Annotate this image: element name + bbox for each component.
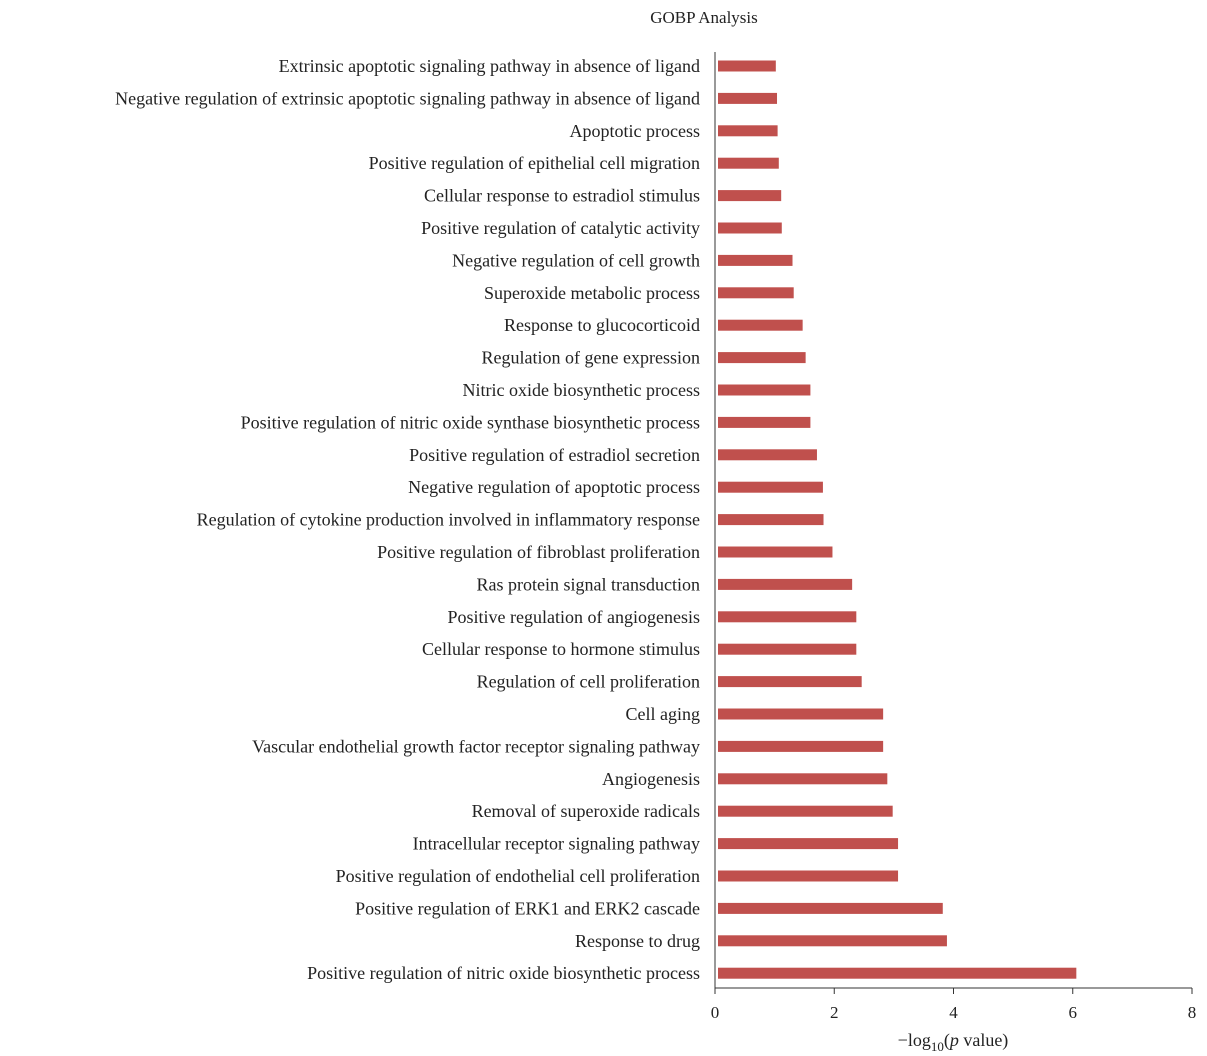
x-tick-label: 2: [830, 1003, 839, 1022]
category-label: Positive regulation of epithelial cell m…: [369, 153, 700, 173]
x-tick-label: 4: [949, 1003, 958, 1022]
bar: [718, 838, 899, 850]
bar: [718, 222, 782, 234]
bar: [718, 481, 823, 493]
bar: [718, 902, 943, 914]
bar: [718, 773, 888, 785]
bar: [718, 708, 884, 720]
bar: [718, 384, 811, 396]
x-tick-label: 6: [1069, 1003, 1078, 1022]
bar: [718, 935, 947, 947]
chart-title: GOBP Analysis: [650, 8, 758, 27]
bar: [718, 740, 884, 752]
bar: [718, 352, 806, 364]
category-label: Nitric oxide biosynthetic process: [463, 380, 700, 400]
bar: [718, 125, 778, 137]
bar: [718, 805, 893, 817]
category-label: Apoptotic process: [570, 121, 700, 141]
category-label: Cell aging: [626, 704, 701, 724]
bars: [718, 60, 1077, 979]
category-label: Positive regulation of nitric oxide bios…: [307, 963, 700, 983]
category-labels: Extrinsic apoptotic signaling pathway in…: [115, 56, 700, 983]
bar: [718, 92, 778, 104]
bar: [718, 287, 794, 299]
category-label: Positive regulation of nitric oxide synt…: [241, 412, 700, 432]
category-label: Positive regulation of fibroblast prolif…: [377, 542, 700, 562]
x-tick-label: 8: [1188, 1003, 1197, 1022]
category-label: Removal of superoxide radicals: [472, 801, 700, 821]
category-label: Regulation of gene expression: [482, 348, 700, 368]
category-label: Negative regulation of cell growth: [452, 250, 700, 270]
category-label: Vascular endothelial growth factor recep…: [252, 736, 700, 756]
bar: [718, 676, 862, 688]
bar: [718, 870, 899, 882]
category-label: Response to drug: [575, 931, 700, 951]
category-label: Negative regulation of apoptotic process: [408, 477, 700, 497]
category-label: Positive regulation of angiogenesis: [448, 607, 700, 627]
category-label: Angiogenesis: [602, 769, 700, 789]
category-label: Cellular response to hormone stimulus: [422, 639, 700, 659]
bar: [718, 60, 776, 72]
category-label: Positive regulation of ERK1 and ERK2 cas…: [355, 898, 700, 918]
bar: [718, 546, 833, 558]
x-ticks: 0 2 4 6 8: [711, 988, 1197, 1022]
category-label: Positive regulation of estradiol secreti…: [409, 445, 700, 465]
bar: [718, 449, 817, 461]
bar: [718, 157, 779, 169]
bar: [718, 514, 824, 526]
category-label: Negative regulation of extrinsic apoptot…: [115, 88, 700, 108]
bar: [718, 578, 853, 590]
category-label: Positive regulation of endothelial cell …: [336, 866, 700, 886]
category-label: Response to glucocorticoid: [504, 315, 700, 335]
category-label: Positive regulation of catalytic activit…: [421, 218, 700, 238]
x-tick-label: 0: [711, 1003, 720, 1022]
bar: [718, 190, 782, 202]
category-label: Extrinsic apoptotic signaling pathway in…: [279, 56, 700, 76]
bar: [718, 643, 857, 655]
category-label: Superoxide metabolic process: [484, 283, 700, 303]
bar: [718, 416, 811, 428]
category-label: Regulation of cell proliferation: [477, 672, 700, 692]
bar: [718, 967, 1077, 979]
bar: [718, 319, 803, 331]
category-label: Ras protein signal transduction: [477, 574, 700, 594]
bar: [718, 611, 857, 623]
category-label: Cellular response to estradiol stimulus: [424, 186, 700, 206]
category-label: Intracellular receptor signaling pathway: [413, 834, 700, 854]
bar: [718, 254, 793, 266]
category-label: Regulation of cytokine production involv…: [197, 510, 700, 530]
x-axis-label: −log10(p value): [898, 1030, 1009, 1054]
